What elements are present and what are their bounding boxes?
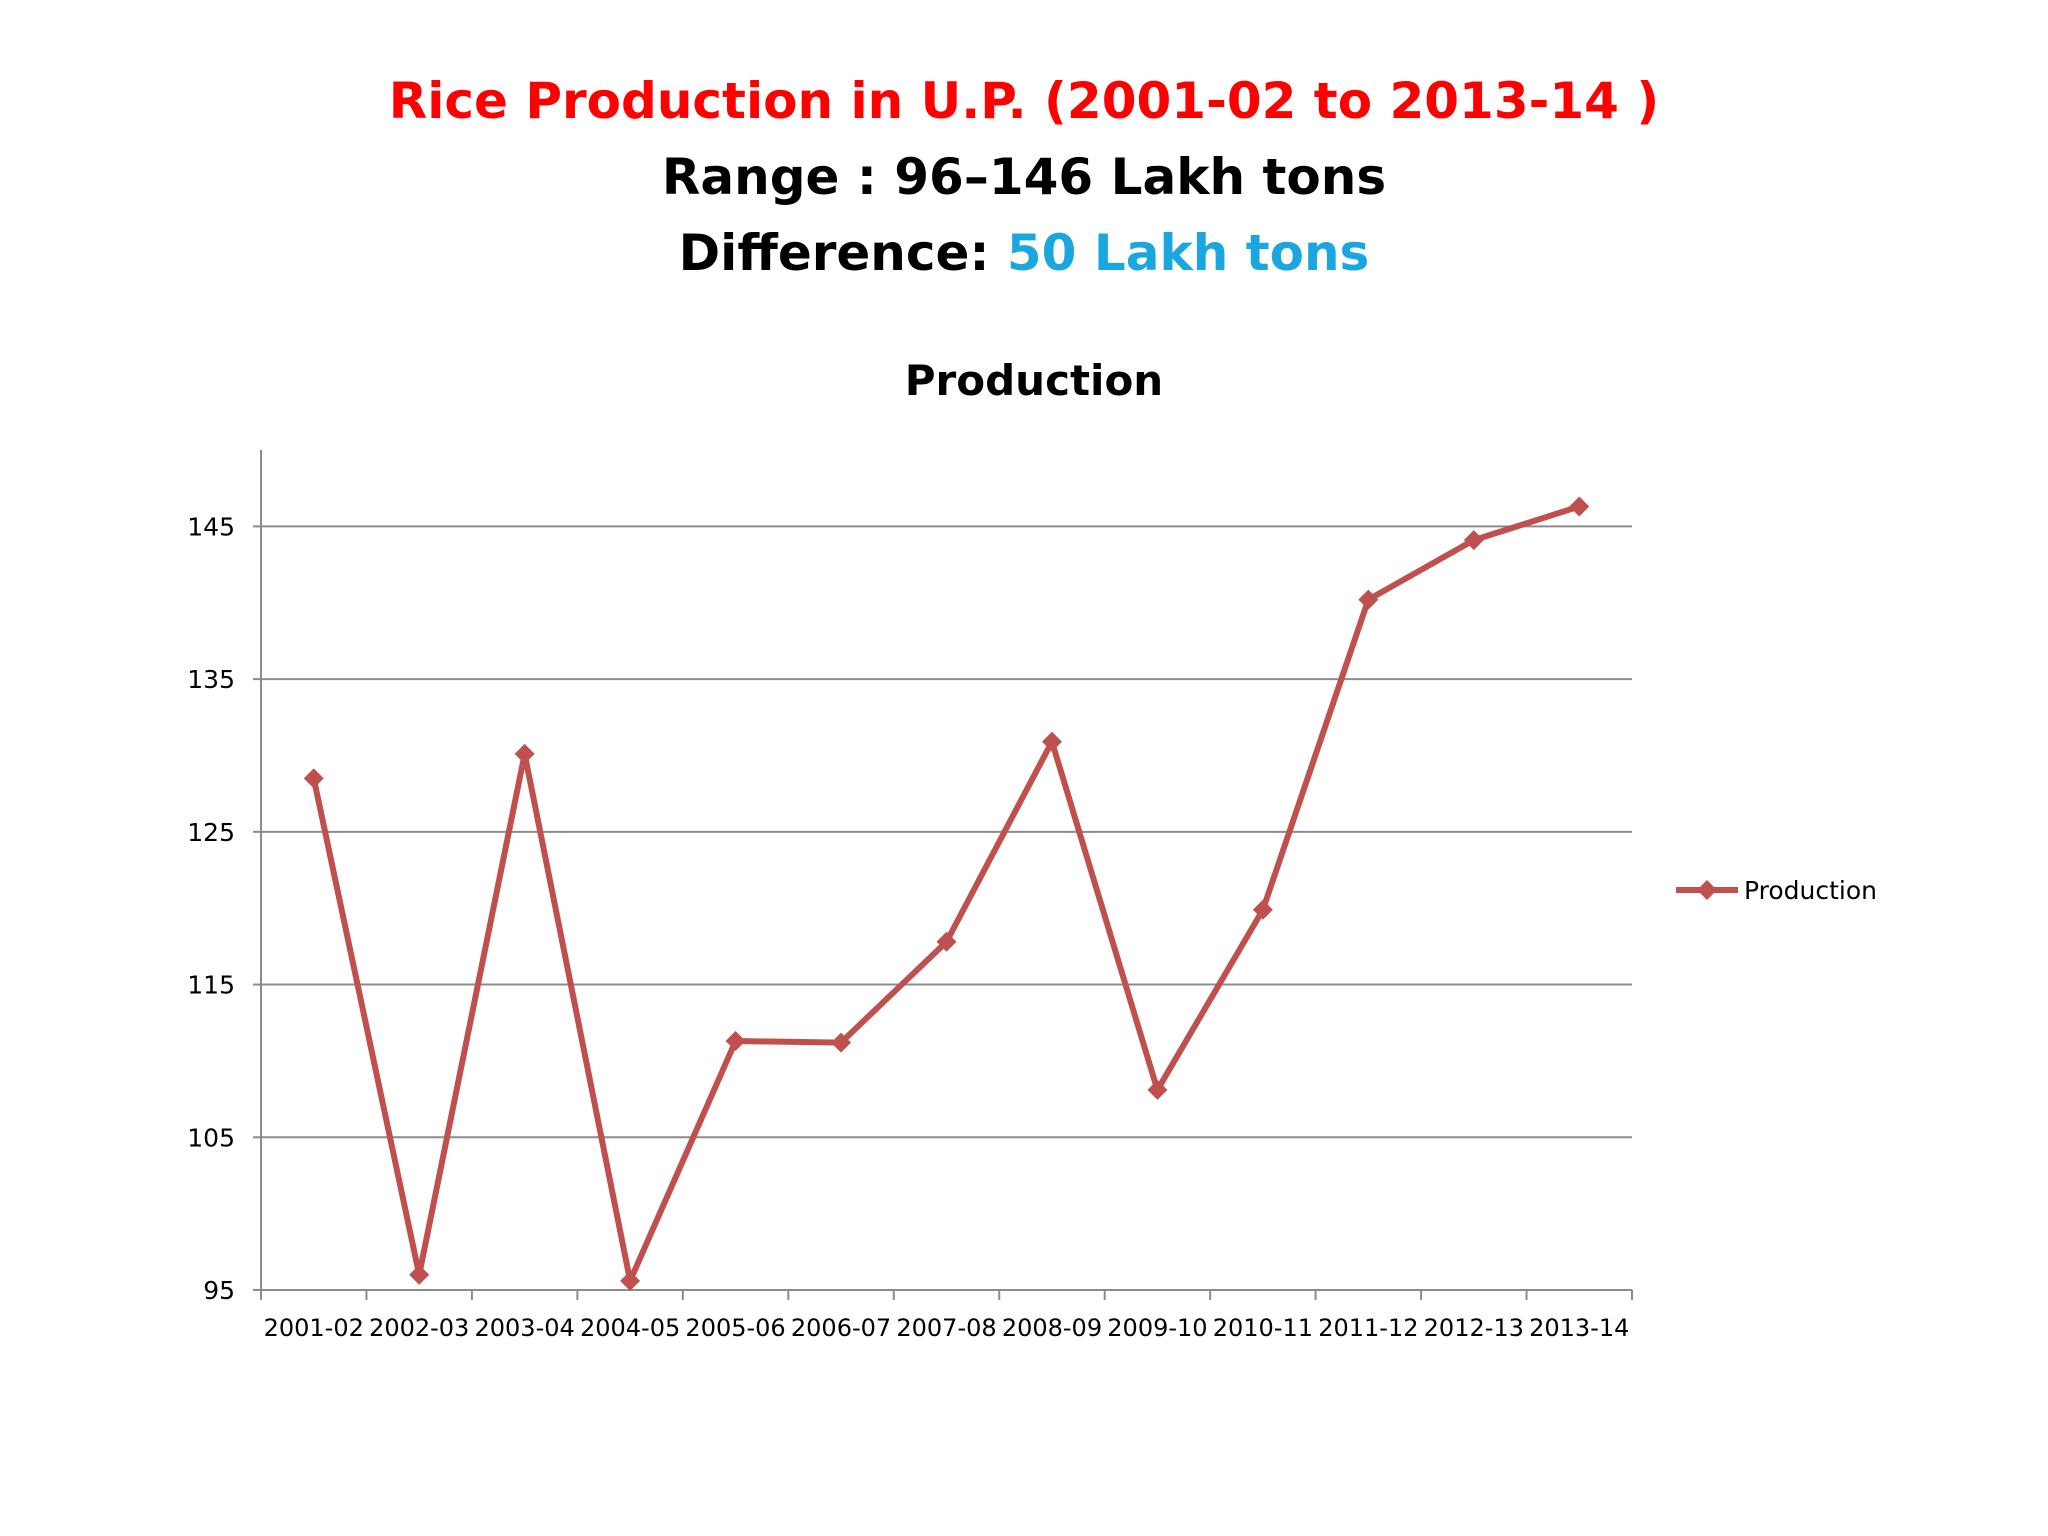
axes — [253, 450, 1633, 1300]
series-production — [303, 496, 1590, 1291]
data-point-2010-11 — [1252, 899, 1273, 920]
x-tick-label: 2010-11 — [1213, 1314, 1313, 1342]
slide-title-text: Rice Production in U.P. (2001-02 to 2013… — [388, 72, 1660, 130]
legend-marker — [1697, 880, 1717, 900]
range-text: Range : 96–146 Lakh tons — [661, 148, 1387, 206]
y-tick-label: 135 — [187, 665, 235, 694]
difference-label: Difference: — [678, 224, 1007, 282]
data-point-2002-03 — [409, 1264, 430, 1285]
series-line-production — [310, 503, 1583, 1284]
data-point-2011-12 — [1358, 589, 1379, 610]
legend-label-production: Production — [1744, 876, 1877, 905]
data-point-2005-06 — [725, 1031, 746, 1052]
x-tick-label: 2005-06 — [685, 1314, 785, 1342]
range-line: Range : 96–146 Lakh tons — [0, 148, 2048, 206]
x-tick-label: 2011-12 — [1318, 1314, 1418, 1342]
x-tick-label: 2009-10 — [1107, 1314, 1207, 1342]
x-tick-label: 2007-08 — [896, 1314, 996, 1342]
chart-title: Production — [905, 356, 1163, 405]
x-tick-label: 2012-13 — [1424, 1314, 1524, 1342]
data-point-2006-07 — [831, 1032, 852, 1053]
data-point-2008-09 — [1041, 731, 1062, 752]
y-tick-label: 115 — [187, 971, 235, 1000]
slide-title: Rice Production in U.P. (2001-02 to 2013… — [0, 72, 2048, 130]
x-axis-tick-labels: 2001-02 2002-03 2003-04 2004-05 2005-06 2006-… — [264, 1314, 1630, 1342]
difference-line: Difference: 50 Lakh tons — [0, 224, 2048, 282]
y-axis-tick-labels: 95 105 115 125 135 145 — [187, 512, 235, 1305]
y-tick-label: 105 — [187, 1123, 235, 1152]
legend: Production — [1676, 876, 1877, 905]
x-tick-label: 2006-07 — [791, 1314, 891, 1342]
x-tick-label: 2008-09 — [1002, 1314, 1102, 1342]
gridlines — [261, 525, 1632, 1139]
x-tick-label: 2002-03 — [369, 1314, 469, 1342]
data-point-2009-10 — [1147, 1079, 1168, 1100]
data-point-2003-04 — [514, 743, 535, 764]
y-tick-label: 125 — [187, 818, 235, 847]
difference-value: 50 Lakh tons — [1006, 224, 1370, 282]
x-tick-label: 2001-02 — [264, 1314, 364, 1342]
y-tick-label: 145 — [187, 512, 235, 541]
data-point-2007-08 — [936, 931, 957, 952]
x-tick-label: 2004-05 — [580, 1314, 680, 1342]
x-tick-label: 2013-14 — [1529, 1314, 1629, 1342]
data-point-2012-13 — [1463, 530, 1484, 551]
data-point-2001-02 — [303, 768, 324, 789]
y-tick-label: 95 — [203, 1276, 235, 1305]
x-tick-label: 2003-04 — [475, 1314, 575, 1342]
data-point-2013-14 — [1569, 496, 1590, 517]
data-point-2004-05 — [620, 1270, 641, 1291]
